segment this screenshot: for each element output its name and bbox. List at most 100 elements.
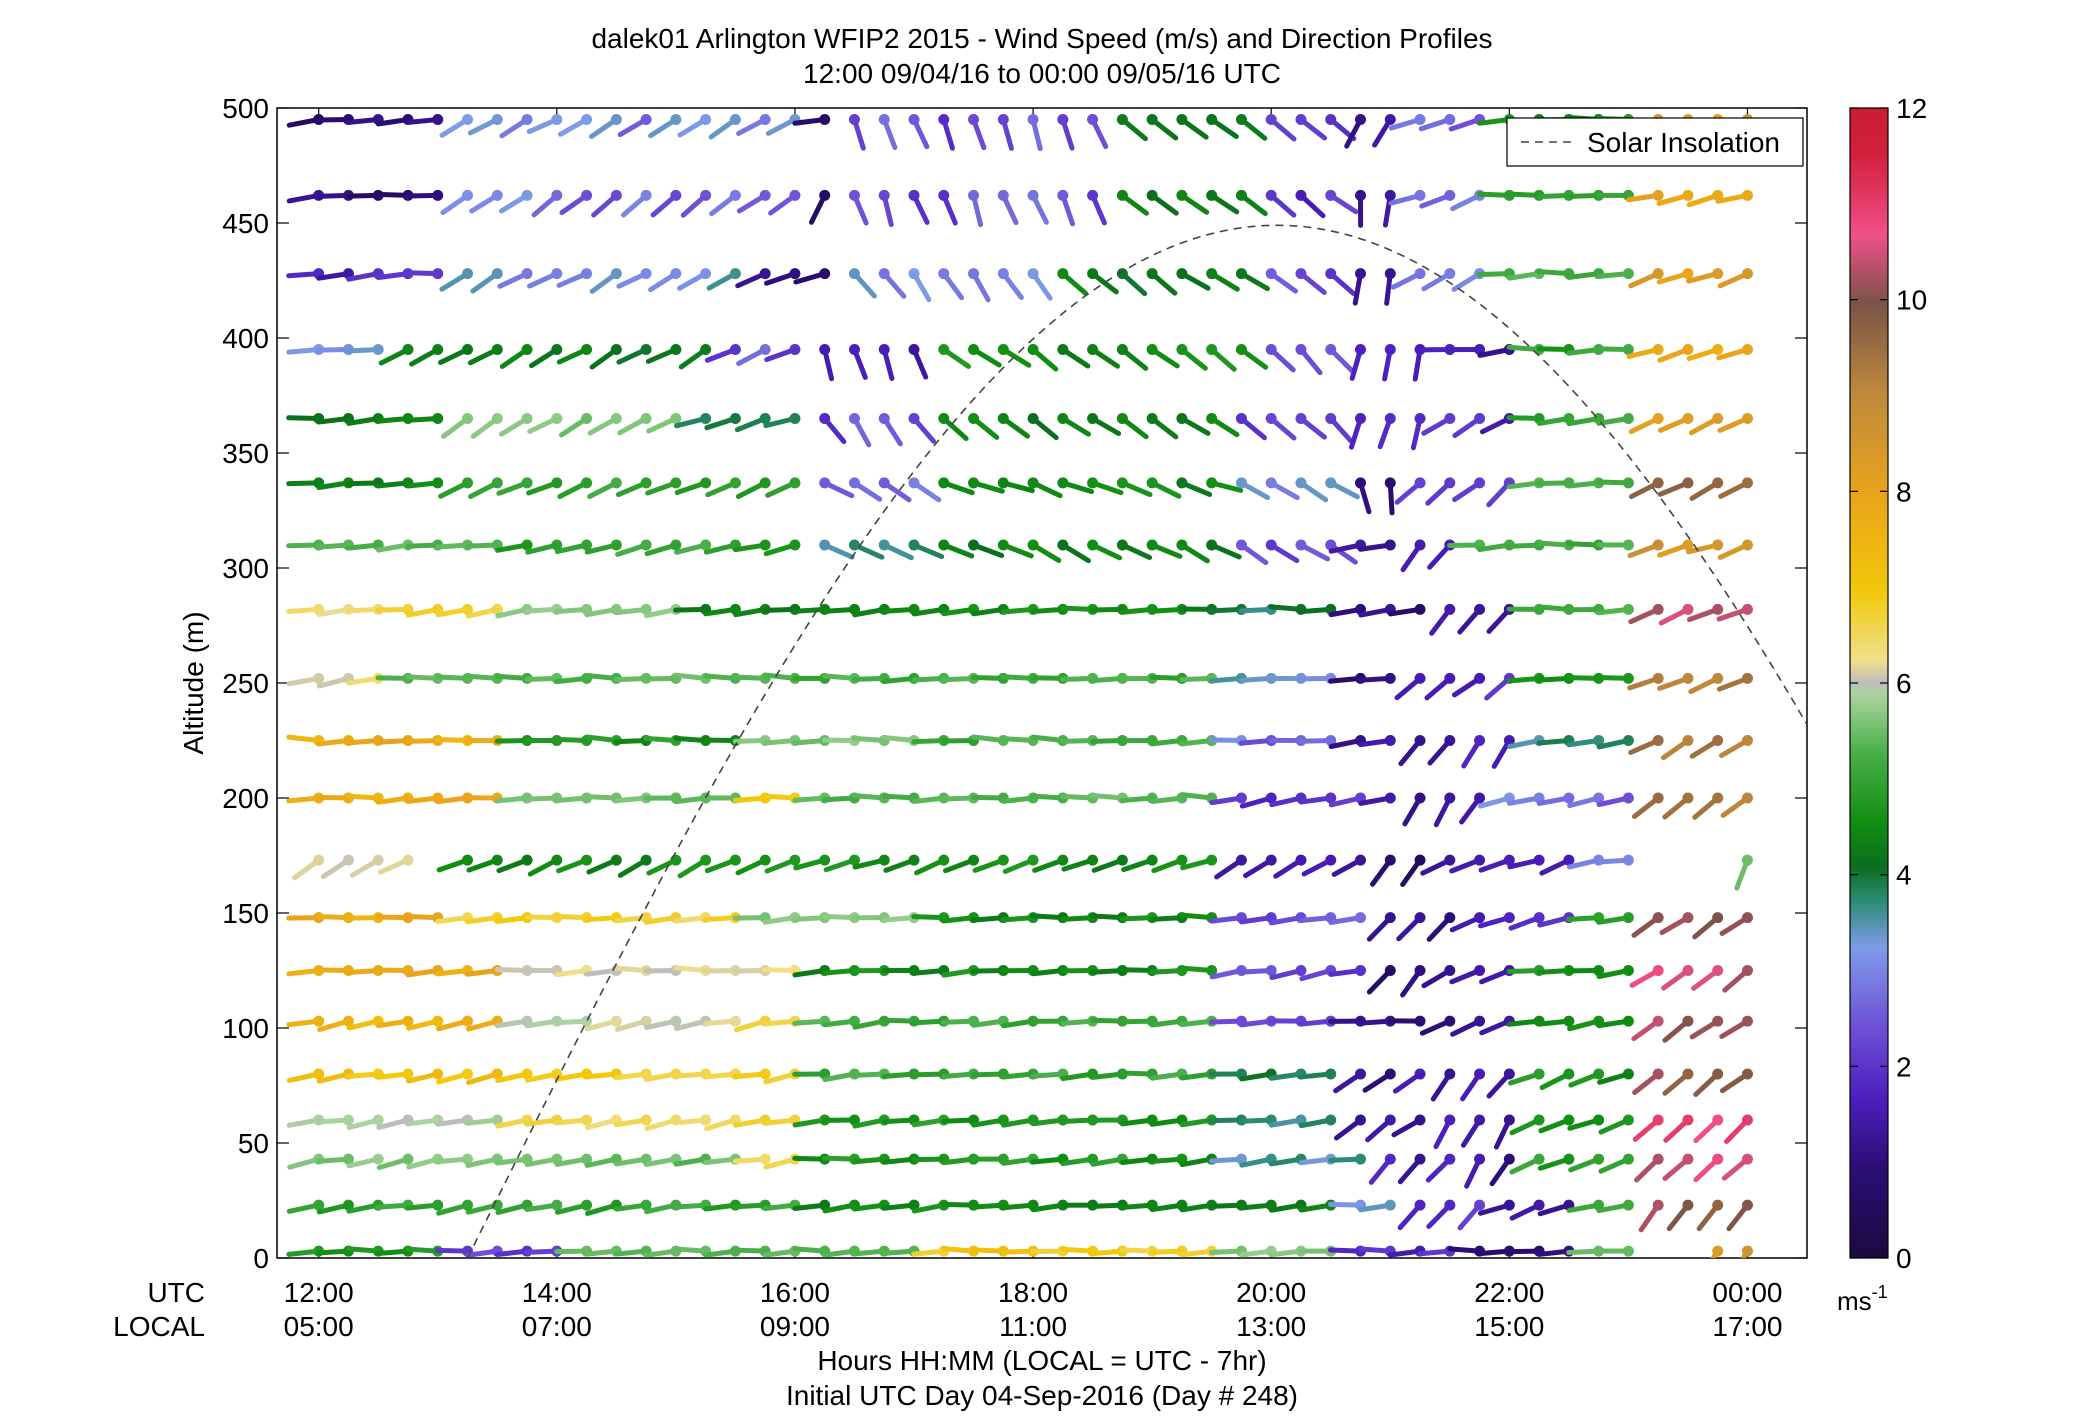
wind-barb-head: [908, 189, 920, 201]
wind-barb-head: [1444, 1068, 1456, 1080]
wind-barb-head: [432, 1199, 444, 1211]
wind-barb-head: [729, 1015, 741, 1027]
wind-barb-head: [1503, 854, 1515, 866]
wind-barb-head: [1622, 735, 1634, 746]
wind-barb-head: [997, 477, 1009, 489]
wind-barb-head: [462, 114, 474, 125]
wind-barb-head: [610, 854, 622, 866]
wind-barb-head: [1027, 344, 1039, 355]
wind-barb-head: [1712, 344, 1724, 355]
wind-barb-head: [1146, 114, 1158, 125]
y-tick-label: 250: [222, 668, 269, 699]
wind-barb-head: [848, 854, 860, 866]
x-tick-label-utc: 14:00: [522, 1277, 592, 1308]
wind-barb-head: [938, 268, 950, 280]
x-tick-label-local: 05:00: [284, 1311, 354, 1342]
wind-barb-head: [759, 114, 771, 125]
wind-barb-head: [1741, 1153, 1753, 1165]
wind-barb-head: [1414, 965, 1426, 976]
wind-barbs: [286, 114, 1753, 1258]
wind-barb-head: [1206, 965, 1218, 976]
wind-barb-head: [1712, 268, 1724, 280]
y-tick-label: 0: [253, 1243, 269, 1274]
wind-barb-head: [1682, 603, 1694, 615]
wind-barb-head: [1741, 792, 1753, 804]
wind-barb-head: [1295, 189, 1307, 201]
wind-barb-head: [1474, 344, 1486, 355]
wind-barb-head: [1622, 539, 1634, 551]
wind-barb-head: [819, 114, 831, 125]
wind-barb-head: [819, 1199, 831, 1211]
wind-barb-head: [581, 1114, 593, 1126]
wind-barb-head: [1533, 1199, 1545, 1211]
wind-barb-head: [1741, 539, 1753, 551]
wind-barb-head: [1355, 854, 1367, 866]
wind-barb-head: [1206, 344, 1218, 355]
wind-barb-head: [1235, 477, 1247, 489]
wind-barb-head: [640, 603, 652, 615]
wind-barb-head: [1652, 1153, 1664, 1165]
wind-barb-head: [789, 539, 801, 551]
wind-barb-head: [1116, 539, 1128, 551]
wind-barb-head: [848, 1015, 860, 1027]
wind-barb-head: [1741, 854, 1753, 866]
wind-barb-head: [908, 413, 920, 424]
wind-barb-head: [1325, 114, 1337, 125]
wind-barb-head: [1444, 735, 1456, 746]
wind-barb-head: [968, 413, 980, 424]
wind-barb-head: [1741, 965, 1753, 976]
wind-barb-head: [878, 114, 890, 125]
wind-barb-head: [1057, 189, 1069, 201]
colorbar-tick-label: 8: [1896, 476, 1912, 507]
wind-barb-head: [908, 114, 920, 125]
colorbar-tick-label: 10: [1896, 285, 1927, 316]
wind-barb-head: [640, 114, 652, 125]
wind-barb-head: [1741, 344, 1753, 355]
wind-barb-head: [1116, 413, 1128, 424]
x-tick-label-utc: 16:00: [760, 1277, 830, 1308]
wind-barb-head: [1265, 792, 1277, 804]
wind-barb-head: [1235, 189, 1247, 201]
wind-barb-head: [1682, 1199, 1694, 1211]
wind-barb-head: [491, 189, 503, 201]
wind-barb-head: [1474, 912, 1486, 924]
wind-barb-head: [1146, 268, 1158, 280]
wind-barb-head: [1474, 1114, 1486, 1126]
wind-barb-head: [1057, 344, 1069, 355]
y-tick-label: 500: [222, 93, 269, 124]
wind-barb-head: [1146, 413, 1158, 424]
wind-barb-head: [1146, 189, 1158, 201]
y-tick-label: 150: [222, 898, 269, 929]
wind-barb-head: [581, 189, 593, 201]
wind-barb-head: [1503, 1068, 1515, 1080]
wind-barb-head: [670, 1015, 682, 1027]
wind-barb-head: [1444, 912, 1456, 924]
wind-barb-head: [640, 268, 652, 280]
wind-barb-head: [1444, 114, 1456, 125]
legend-label: Solar Insolation: [1587, 127, 1780, 158]
wind-barb-head: [1325, 792, 1337, 804]
wind-barb-head: [462, 189, 474, 201]
wind-barb-head: [1235, 539, 1247, 551]
wind-barb-head: [462, 477, 474, 489]
wind-barb-head: [1384, 1199, 1396, 1211]
wind-barb-head: [670, 344, 682, 355]
wind-barb-head: [1622, 1153, 1634, 1165]
wind-barb-head: [551, 189, 563, 201]
chart-subtitle: 12:00 09/04/16 to 00:00 09/05/16 UTC: [803, 58, 1281, 89]
wind-barb-head: [1444, 477, 1456, 489]
wind-barb-head: [1712, 1114, 1724, 1126]
colorbar-ticks: 0 2 4 6 8 10 12: [1850, 93, 1927, 1274]
wind-barb-head: [1682, 539, 1694, 551]
wind-barb-head: [1741, 413, 1753, 424]
wind-barb-head: [1414, 477, 1426, 489]
wind-barb-head: [1384, 792, 1396, 804]
wind-barb-head: [1087, 413, 1099, 424]
wind-barb-head: [1712, 1015, 1724, 1027]
wind-barb-head: [670, 413, 682, 424]
x-tick-label-local: 13:00: [1236, 1311, 1306, 1342]
wind-barb-head: [1384, 413, 1396, 424]
wind-barb-head: [432, 1068, 444, 1080]
wind-barb-head: [1622, 792, 1634, 804]
wind-barb-head: [1652, 1114, 1664, 1126]
